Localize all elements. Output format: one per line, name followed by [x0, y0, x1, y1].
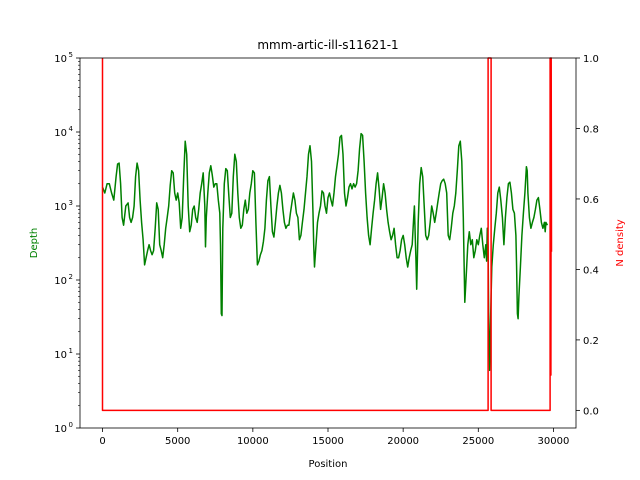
- y-right-tick-label: 1.0: [583, 54, 599, 65]
- x-tick-label: 0: [99, 436, 105, 447]
- x-tick-label: 5000: [165, 436, 190, 447]
- x-tick-label: 25000: [462, 436, 494, 447]
- y-left-tick-exponent: 1: [69, 347, 73, 355]
- y-left-tick-label: 10: [54, 202, 67, 213]
- y-axis-right: 0.0 0.2 0.4 0.6 0.8 1.0: [576, 54, 599, 417]
- series-n_density-line: [101, 57, 553, 412]
- y-left-tick-label: 10: [54, 276, 67, 287]
- x-tick-label: 10000: [237, 436, 269, 447]
- x-axis: 0 5000 10000 15000 20000 25000 30000: [99, 428, 569, 447]
- y-right-tick-label: 0.0: [583, 406, 599, 417]
- y-right-tick-label: 0.8: [583, 124, 599, 135]
- y-left-tick-exponent: 0: [69, 421, 73, 429]
- y-left-tick-exponent: 4: [69, 125, 74, 133]
- x-tick-label: 15000: [312, 436, 344, 447]
- y-left-tick-label: 10: [54, 350, 67, 361]
- y-left-tick-label: 10: [54, 424, 67, 435]
- x-tick-label: 30000: [538, 436, 570, 447]
- chart-title: mmm-artic-ill-s11621-1: [257, 38, 398, 52]
- y-axis-label-depth: Depth: [29, 228, 40, 258]
- y-right-tick-label: 0.6: [583, 195, 599, 206]
- y-left-tick-exponent: 5: [69, 51, 73, 59]
- y-left-tick-label: 10: [54, 54, 67, 65]
- y-left-tick-exponent: 2: [69, 273, 73, 281]
- x-axis-label: Position: [309, 459, 348, 470]
- y-right-tick-label: 0.4: [583, 265, 599, 276]
- x-tick-label: 20000: [387, 436, 419, 447]
- y-right-tick-label: 0.2: [583, 336, 599, 347]
- y-left-tick-label: 10: [54, 128, 67, 139]
- y-axis-label-n-density: N density: [615, 219, 626, 266]
- y-left-tick-exponent: 3: [69, 199, 73, 207]
- series-depth-line: [101, 132, 549, 372]
- series-layer: [101, 57, 553, 412]
